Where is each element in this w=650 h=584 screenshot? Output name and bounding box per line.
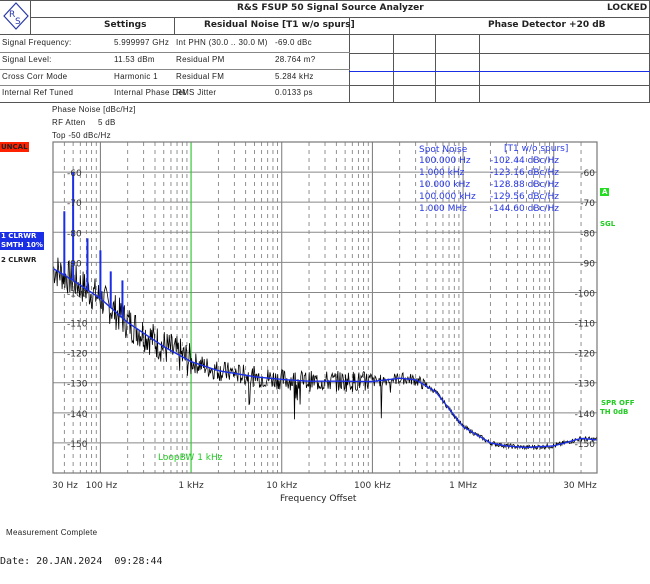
- residual-value: -69.0 dBc: [275, 38, 312, 47]
- x-tick-label: 30 MHz: [563, 481, 597, 491]
- locked-status: LOCKED: [607, 3, 648, 13]
- y-tick-label-right: -150: [575, 440, 596, 450]
- y-tick-label-right: -80: [580, 229, 595, 239]
- settings-value: 5.999997 GHz: [114, 38, 170, 47]
- sgl-badge: SGL: [600, 220, 616, 228]
- residual-value: 0.0133 ps: [275, 88, 313, 97]
- y-tick-label-right: -130: [575, 380, 596, 390]
- x-tick-label: 1 MHz: [449, 481, 477, 491]
- y-tick-label-right: -100: [575, 289, 596, 299]
- y-tick-label: -110: [67, 320, 88, 330]
- spot-noise-value: -102.44 dBc/Hz: [490, 156, 559, 166]
- x-tick-label: 1 kHz: [178, 481, 204, 491]
- y-tick-label-right: -140: [575, 410, 596, 420]
- spot-noise-value: -128.88 dBc/Hz: [490, 180, 559, 190]
- th-badge: TH 0dB: [600, 408, 629, 416]
- phase-detector-heading: Phase Detector +20 dB: [488, 20, 606, 30]
- spot-noise-frequency: 1.000 MHz: [419, 204, 467, 214]
- svg-text:S: S: [15, 17, 21, 27]
- y-tick-label: -60: [67, 169, 82, 179]
- phase-noise-unit: Phase Noise [dBc/Hz]: [52, 105, 136, 114]
- uncal-badge: UNCAL: [0, 142, 29, 152]
- loop-bw-label: LoopBW 1 kHz: [158, 453, 223, 463]
- rf-atten-label: RF Atten: [52, 118, 86, 127]
- rf-atten-value: 5 dB: [98, 118, 116, 127]
- residual-value: 28.764 m?: [275, 55, 316, 64]
- y-tick-label: -100: [67, 289, 88, 299]
- y-tick-label-right: -60: [580, 169, 595, 179]
- app-title: R&S FSUP 50 Signal Source Analyzer: [237, 3, 424, 13]
- spot-noise-table: Spot Noise: [419, 144, 467, 156]
- date-stamp: Date: 20.JAN.2024 09:28:44: [0, 556, 163, 567]
- x-tick-label: 10 kHz: [266, 481, 297, 491]
- trace-1: [52, 267, 598, 449]
- residual-label: Int PHN (30.0 .. 30.0 M): [176, 38, 268, 47]
- y-tick-label: -130: [67, 380, 88, 390]
- x-tick-label: 100 kHz: [354, 481, 391, 491]
- top-reference: Top -50 dBc/Hz: [52, 131, 111, 140]
- settings-value: Harmonic 1: [114, 72, 158, 81]
- settings-heading: Settings: [104, 20, 147, 30]
- spr-off-badge: SPR OFF: [601, 399, 635, 407]
- residual-heading: Residual Noise [T1 w/o spurs]: [204, 20, 355, 30]
- x-axis-title: Frequency Offset: [280, 494, 357, 504]
- y-tick-label-right: -90: [580, 259, 595, 269]
- settings-label: Signal Frequency:: [2, 38, 72, 47]
- spot-noise-title: Spot Noise: [419, 145, 468, 155]
- spot-noise-trace: [T1 w/o spurs]: [504, 144, 569, 154]
- spot-noise-value: -129.56 dBc/Hz: [490, 192, 559, 202]
- residual-label: Residual FM: [176, 72, 225, 81]
- y-tick-label-right: -120: [575, 350, 596, 360]
- y-tick-label: -140: [67, 410, 88, 420]
- spot-noise-frequency: 100.000 kHz: [419, 192, 476, 202]
- plot-frame: [52, 141, 598, 474]
- y-tick-label-right: -110: [575, 320, 596, 330]
- y-tick-label-right: -70: [580, 199, 595, 209]
- x-tick-label: 100 Hz: [86, 481, 118, 491]
- spot-noise-frequency: 1.000 kHz: [419, 168, 465, 178]
- settings-label: Cross Corr Mode: [2, 72, 68, 81]
- residual-value: 5.284 kHz: [275, 72, 314, 81]
- x-tick-label: 30 Hz: [52, 481, 78, 491]
- svg-text:R: R: [9, 10, 15, 20]
- y-tick-label: -90: [67, 259, 82, 269]
- y-tick-label: -150: [67, 440, 88, 450]
- spot-noise-frequency: 10.000 kHz: [419, 180, 471, 190]
- spot-noise-value: -144.60 dBc/Hz: [490, 204, 559, 214]
- settings-value: Internal Phase Det: [114, 88, 186, 97]
- settings-label: Internal Ref Tuned: [2, 88, 74, 97]
- spot-noise-value: -123.16 dBc/Hz: [490, 168, 559, 178]
- residual-label: RMS Jitter: [176, 88, 217, 97]
- trace1-smoothing: SMTH 10%: [1, 241, 43, 249]
- y-tick-label: -70: [67, 199, 82, 209]
- y-tick-label: -80: [67, 229, 82, 239]
- residual-label: Residual PM: [176, 55, 225, 64]
- settings-value: 11.53 dBm: [114, 55, 155, 64]
- trace-2: [52, 257, 598, 451]
- a-badge: A: [600, 188, 610, 196]
- settings-label: Signal Level:: [2, 55, 52, 64]
- trace1-mode: 1 CLRWR: [1, 232, 37, 240]
- measurement-status: Measurement Complete: [6, 528, 98, 537]
- trace1-badge[interactable]: 1 CLRWR SMTH 10%: [0, 232, 44, 250]
- y-tick-label: -120: [67, 350, 88, 360]
- spot-noise-frequency: 100.000 Hz: [419, 156, 471, 166]
- trace2-badge[interactable]: 2 CLRWR: [1, 256, 37, 264]
